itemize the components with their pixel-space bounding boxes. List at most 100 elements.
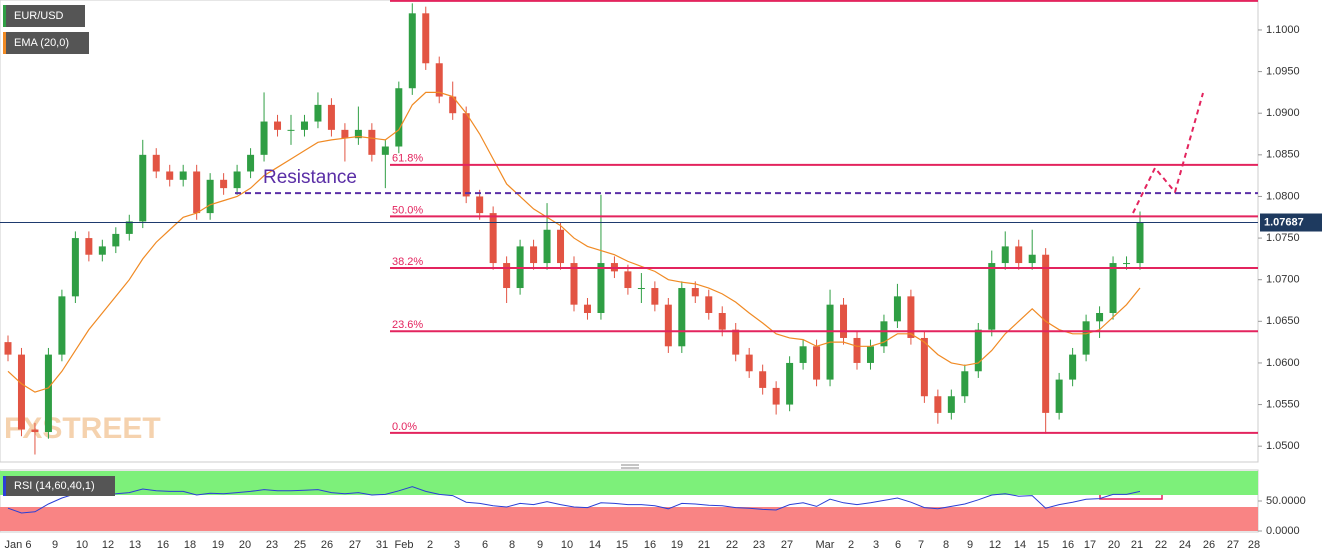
candle-body [1028, 254, 1036, 264]
candle-body [920, 337, 928, 397]
candle-body [624, 271, 632, 289]
x-tick-label: 24 [1179, 539, 1191, 551]
ema-line [7, 91, 1141, 393]
x-tick-label: 10 [76, 539, 88, 551]
candle-body [732, 329, 740, 355]
last-price-label: 1.07687 [1264, 216, 1304, 228]
candle-body [961, 371, 969, 397]
x-tick-label: 27 [781, 539, 793, 551]
candle-body [381, 146, 389, 155]
rsi-lower-zone [0, 507, 1258, 531]
x-tick-label: 12 [102, 539, 114, 551]
x-tick-label: 15 [1037, 539, 1049, 551]
candle-body [543, 229, 551, 264]
candle-body [880, 321, 888, 347]
x-tick-label: 2 [427, 539, 433, 551]
candle-body [354, 129, 362, 139]
candle-body [98, 246, 106, 255]
candle-body [934, 396, 942, 413]
candle-body [247, 154, 255, 172]
candle-body [368, 129, 376, 155]
candle-body [893, 296, 901, 322]
candle-body [691, 288, 699, 297]
x-tick-label: 22 [726, 539, 738, 551]
candle-body [840, 304, 848, 338]
rsi-y-tick-label: 0.0000 [1266, 525, 1300, 537]
candle-body [489, 213, 497, 264]
candle-body [597, 263, 605, 313]
x-tick-label: 21 [698, 539, 710, 551]
x-tick-label: 23 [266, 539, 278, 551]
last-price-box [1260, 213, 1322, 232]
fib-label: 0.0% [392, 421, 417, 433]
candle-body [503, 263, 511, 289]
x-tick-label: 3 [873, 539, 879, 551]
candle-body [300, 121, 308, 130]
y-tick-label: 1.0850 [1266, 149, 1300, 161]
candle-body [85, 238, 93, 255]
x-tick-label: 16 [644, 539, 656, 551]
x-tick-label: 2 [848, 539, 854, 551]
candle-body [664, 304, 672, 347]
x-tick-label: 6 [482, 539, 488, 551]
candle-body [1082, 321, 1090, 355]
candle-body [1069, 354, 1077, 380]
candle-body [705, 296, 713, 313]
y-tick-label: 1.0750 [1266, 232, 1300, 244]
candle-body [745, 354, 753, 372]
y-tick-label: 1.0700 [1266, 274, 1300, 286]
x-tick-label: 18 [184, 539, 196, 551]
candle-body [866, 346, 874, 363]
candle-body [139, 154, 147, 222]
candle-body [557, 229, 565, 264]
y-tick-label: 1.0500 [1266, 440, 1300, 452]
candle-body [1096, 312, 1104, 322]
resistance-label: Resistance [263, 167, 357, 188]
candle-body [327, 104, 335, 130]
x-tick-label: 26 [321, 539, 333, 551]
y-tick-label: 1.1000 [1266, 24, 1300, 36]
fib-label: 38.2% [392, 256, 423, 268]
y-tick-label: 1.0950 [1266, 65, 1300, 77]
candle-body [395, 88, 403, 147]
candle-body [570, 263, 578, 305]
candle-body [988, 263, 996, 330]
candle-body [1042, 254, 1050, 413]
candle-body [786, 362, 794, 405]
candle-body [1015, 246, 1023, 264]
x-tick-label: 6 [895, 539, 901, 551]
candle-body [17, 354, 25, 430]
rsi-legend-swatch [3, 476, 6, 496]
x-tick-label: 27 [1227, 539, 1239, 551]
candle-body [314, 104, 322, 122]
legend-symbol: EUR/USD [14, 10, 64, 22]
legend-box [3, 32, 89, 54]
candle-body [476, 196, 484, 214]
candle-body [1001, 246, 1009, 264]
fib-label: 61.8% [392, 153, 423, 165]
candle-body [422, 13, 430, 64]
candle-body [462, 113, 470, 197]
legend-swatch [3, 5, 6, 27]
x-tick-label: 7 [918, 539, 924, 551]
candle-body [1123, 263, 1131, 265]
y-tick-label: 1.0800 [1266, 190, 1300, 202]
candle-body [287, 129, 295, 131]
y-tick-label: 1.0650 [1266, 315, 1300, 327]
pane-handle[interactable] [621, 464, 639, 469]
rsi-upper-zone [0, 471, 1258, 495]
candle-body [759, 371, 767, 388]
candle-body [71, 238, 79, 297]
candle-body [772, 387, 780, 405]
candle-body [678, 288, 686, 347]
legend-box [3, 5, 85, 27]
x-tick-label: 19 [212, 539, 224, 551]
legend: EUR/USD EMA (20,0) [3, 5, 89, 54]
x-tick-label: 23 [753, 539, 765, 551]
x-tick-label: 9 [967, 539, 973, 551]
x-tick-label: 26 [1203, 539, 1215, 551]
candle-body [233, 171, 241, 189]
candle-body [853, 337, 861, 363]
x-tick-label: 3 [454, 539, 460, 551]
